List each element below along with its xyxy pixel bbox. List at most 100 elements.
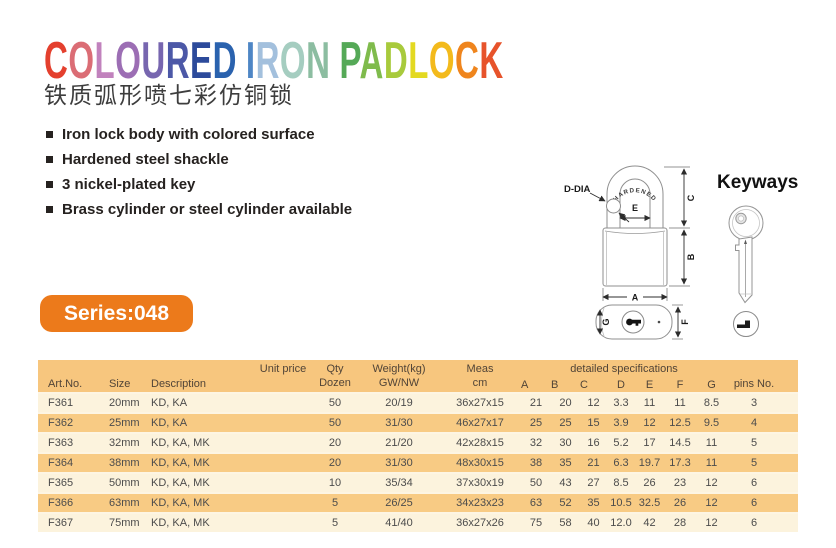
title-letter: L [408,30,429,90]
cell-spec-c: 16 [587,437,600,449]
cell-spec-a: 21 [529,397,543,409]
cell-qty-dozen: 50 [328,417,342,429]
cell-description: KD, KA [151,417,188,429]
col-header-size: Size [100,360,148,393]
cell-spec-a: 75 [529,517,543,529]
cell-pins-no: 4 [750,417,758,429]
feature-list: Iron lock body with colored surface Harde… [46,122,352,222]
table-header: Art.No. Size Description Unit price Qty … [38,360,798,393]
cell-spec-a: 32 [529,437,543,449]
cell-spec-a: 25 [529,417,543,429]
title-letter: C [44,30,69,90]
cell-unit-price [255,513,311,532]
dim-b-label: B [686,253,696,260]
cell-spec-b: 25 [559,417,572,429]
title-letter: E [190,30,213,90]
cell-spec-d: 10.5 [610,497,632,509]
padlock-shackle [606,165,664,229]
title-letter: O [428,30,456,90]
feature-text: Iron lock body with colored surface [62,126,315,143]
cell-spec-d: 3.3 [613,397,629,409]
feature-text: Hardened steel shackle [62,151,229,168]
cell-spec-d: 8.5 [613,477,629,489]
title-letter: I [245,30,256,90]
keyhole-icon [626,318,641,326]
cell-description: KD, KA, MK [151,437,210,449]
cell-meas: 37x30x19 [456,477,504,489]
cell-spec-g: 11 [705,457,718,469]
table-row: F361 20mm KD, KA 50 20/19 36x27x15 21 20 12 3.3 11… [38,393,798,413]
title-letter: O [68,30,95,90]
col-header-spec-d: D [607,377,635,393]
cell-spec-f: 12.5 [669,417,691,429]
cell-weight: 35/34 [385,477,413,489]
cell-pins-no: 5 [750,437,758,449]
cell-spec-f: 26 [673,497,687,509]
cell-art-no: F363 [48,437,74,449]
cell-description: KD, KA, MK [151,517,210,529]
cell-meas: 36x27x15 [456,397,504,409]
cell-qty-dozen: 50 [328,397,342,409]
padlock-body [602,227,668,287]
cell-art-no: F364 [48,457,74,469]
cell-spec-f: 14.5 [669,437,691,449]
cell-weight: 31/30 [385,457,413,469]
title-letter: R [255,30,280,90]
feature-text: 3 nickel-plated key [62,176,196,193]
cell-size: 50mm [109,477,140,489]
title-letter: R [165,30,191,90]
cell-spec-e: 12 [643,417,656,429]
table-row: F366 63mm KD, KA, MK 5 26/25 34x23x23 63 52 35 10… [38,493,798,513]
spec-table: Art.No. Size Description Unit price Qty … [38,360,798,532]
cell-art-no: F361 [48,397,74,409]
cell-spec-e: 17 [643,437,656,449]
title-letter: A [359,30,384,90]
cell-weight: 21/20 [385,437,413,449]
cell-spec-d: 3.9 [613,417,629,429]
title-letter: C [455,30,480,90]
subtitle-chinese: 铁质弧形喷七彩仿铜锁 [44,82,294,108]
cell-qty-dozen: 5 [331,497,339,509]
key-head [728,205,764,241]
cell-pins-no: 6 [750,497,758,509]
cell-spec-a: 63 [529,497,543,509]
d-dia-label: D-DIA [564,184,591,195]
cell-meas: 48x30x15 [456,457,504,469]
series-badge: Series:048 [40,295,193,332]
cell-size: 25mm [109,417,140,429]
feature-item: Iron lock body with colored surface [46,122,352,147]
cell-spec-f: 28 [673,517,687,529]
keyways-title: Keyways [717,172,799,193]
cell-art-no: F366 [48,497,74,509]
dim-e-label: E [632,203,638,213]
cell-pins-no: 3 [750,397,758,409]
cell-meas: 34x23x23 [456,497,504,509]
bullet-square-icon [46,131,53,138]
col-header-pins-no: pins No. [727,360,798,393]
cell-qty-dozen: 20 [328,457,342,469]
keyway-profile-icon [737,320,750,328]
key-blade [735,236,753,304]
cell-meas: 36x27x26 [456,517,504,529]
cell-spec-a: 50 [529,477,543,489]
cell-pins-no: 5 [750,457,758,469]
feature-item: Hardened steel shackle [46,147,352,172]
col-header-spec-c: C [580,377,607,393]
page-title: COLOURED IRON PADLOCK [44,34,504,86]
cell-qty-dozen: 10 [328,477,342,489]
title-letter: K [479,30,504,90]
bullet-square-icon [46,206,53,213]
cell-spec-g: 9.5 [703,417,720,429]
title-letter: P [339,30,360,90]
cell-unit-price [255,393,311,413]
dim-f-label: F [680,319,690,325]
cell-weight: 20/19 [385,397,413,409]
title-letter: D [212,30,237,90]
col-header-description: Description [148,360,255,393]
col-header-spec-b: B [551,377,580,393]
cell-size: 63mm [109,497,140,509]
cell-spec-e: 11 [643,397,656,409]
key-diagram [728,205,764,337]
cell-unit-price [255,493,311,513]
cell-spec-e: 32.5 [638,497,661,509]
